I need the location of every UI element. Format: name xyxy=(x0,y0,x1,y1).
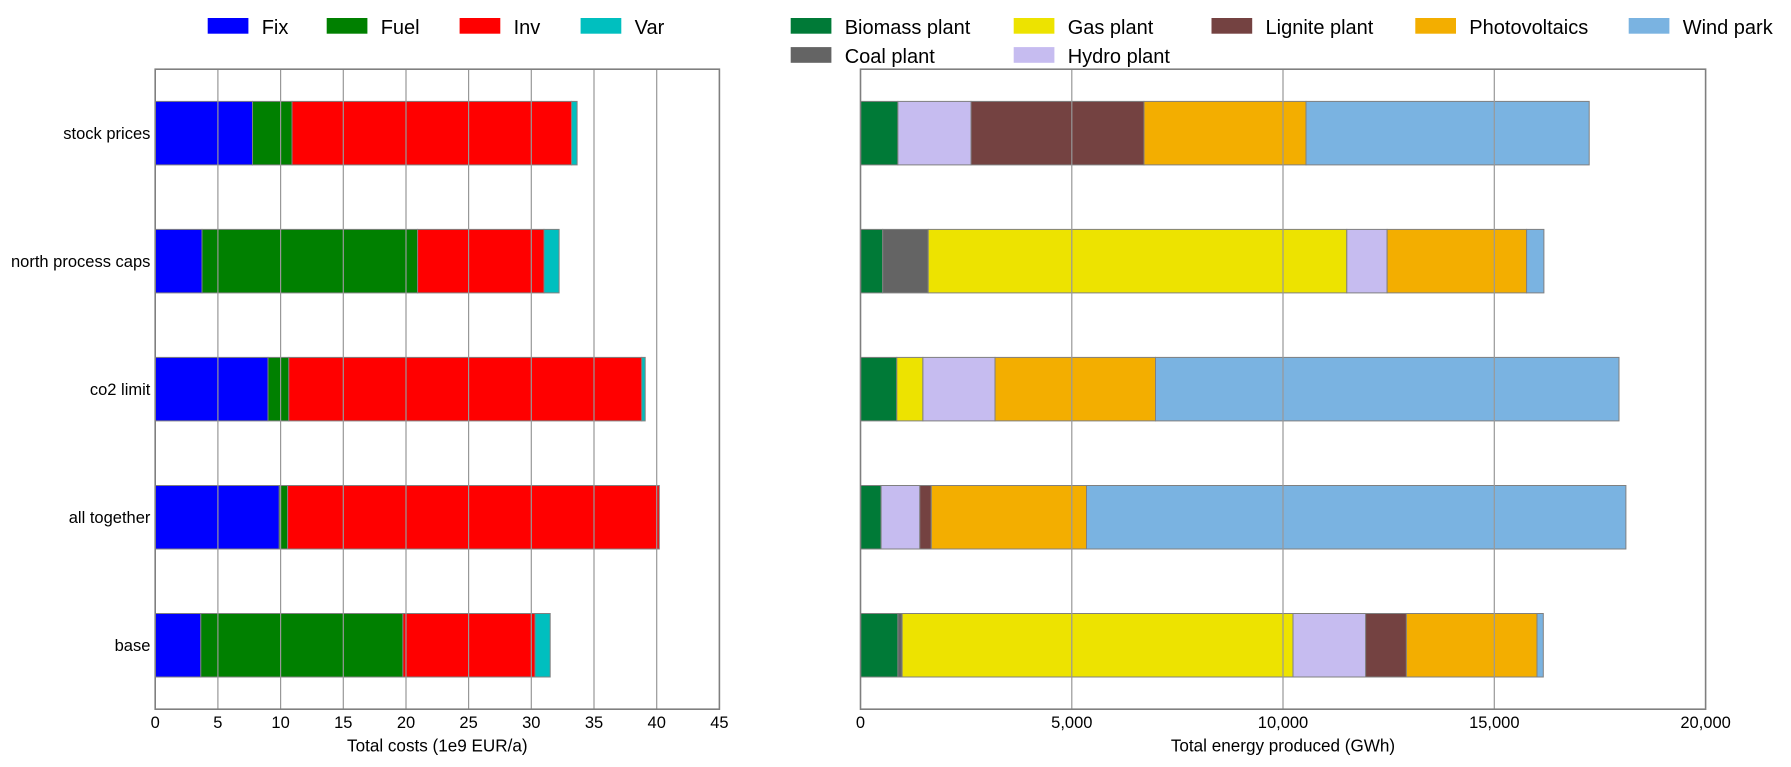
svg-text:Gas plant: Gas plant xyxy=(1068,17,1154,39)
svg-text:Var: Var xyxy=(635,17,665,39)
svg-text:Biomass plant: Biomass plant xyxy=(845,17,971,39)
svg-text:Lignite plant: Lignite plant xyxy=(1266,17,1374,39)
svg-text:Total costs (1e9 EUR/a): Total costs (1e9 EUR/a) xyxy=(347,736,528,755)
svg-text:stock prices: stock prices xyxy=(63,125,150,143)
svg-text:Fuel: Fuel xyxy=(381,17,420,39)
svg-text:10: 10 xyxy=(271,714,289,732)
svg-text:Total energy produced (GWh): Total energy produced (GWh) xyxy=(1171,736,1395,755)
svg-text:10,000: 10,000 xyxy=(1258,714,1308,732)
svg-text:35: 35 xyxy=(585,714,603,732)
svg-text:5: 5 xyxy=(213,714,222,732)
svg-text:45: 45 xyxy=(710,714,728,732)
svg-text:all together: all together xyxy=(69,509,151,527)
svg-text:co2 limit: co2 limit xyxy=(90,381,151,399)
svg-text:Fix: Fix xyxy=(262,17,289,39)
svg-text:Coal plant: Coal plant xyxy=(845,46,936,68)
svg-text:north process caps: north process caps xyxy=(11,253,150,271)
svg-text:base: base xyxy=(115,637,151,655)
svg-text:15,000: 15,000 xyxy=(1469,714,1519,732)
svg-text:0: 0 xyxy=(856,714,865,732)
svg-text:40: 40 xyxy=(648,714,666,732)
svg-text:Wind park: Wind park xyxy=(1683,17,1774,39)
svg-text:15: 15 xyxy=(334,714,352,732)
svg-text:Hydro plant: Hydro plant xyxy=(1068,46,1171,68)
svg-text:20,000: 20,000 xyxy=(1680,714,1730,732)
svg-text:30: 30 xyxy=(522,714,540,732)
svg-text:5,000: 5,000 xyxy=(1051,714,1092,732)
svg-text:Photovoltaics: Photovoltaics xyxy=(1469,17,1588,39)
svg-text:20: 20 xyxy=(397,714,415,732)
svg-text:25: 25 xyxy=(459,714,477,732)
svg-text:Inv: Inv xyxy=(514,17,541,39)
svg-text:0: 0 xyxy=(151,714,160,732)
